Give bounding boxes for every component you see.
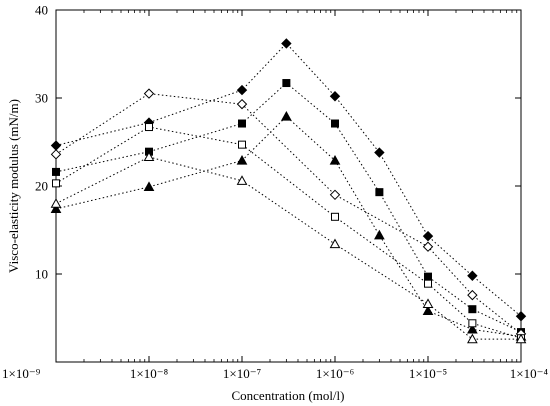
plot-frame	[55, 9, 522, 363]
x-tick-label: 1×10⁻⁷	[223, 366, 261, 381]
data-point-open-square	[424, 279, 432, 288]
x-tick-label: 1×10⁻⁸	[130, 366, 169, 381]
y-tick-label: 20	[35, 179, 48, 194]
y-tick-label: 10	[35, 267, 48, 282]
data-point-filled-diamond	[422, 230, 434, 242]
data-point-open-triangle	[422, 298, 434, 309]
data-point-open-triangle	[329, 238, 341, 249]
data-point-open-diamond	[143, 88, 155, 99]
data-point-open-diamond	[236, 98, 248, 110]
series-line-filled-diamond	[55, 42, 522, 317]
data-point-filled-square	[238, 119, 246, 128]
series-markers	[50, 38, 527, 344]
series-lines	[55, 42, 522, 340]
data-point-filled-square	[468, 305, 477, 314]
y-tick-label: 30	[35, 91, 48, 106]
x-tick-label: 1×10⁻⁴	[510, 366, 549, 381]
data-point-filled-diamond	[467, 270, 478, 281]
data-point-open-triangle	[515, 333, 527, 344]
data-point-open-square	[238, 140, 246, 149]
data-point-open-square	[52, 179, 60, 188]
data-point-filled-diamond	[374, 147, 385, 158]
data-point-filled-triangle	[281, 110, 292, 121]
data-point-filled-diamond	[329, 91, 341, 102]
data-point-filled-square	[375, 188, 384, 197]
x-axis: 1×10⁻⁹ 1×10⁻⁸ 1×10⁻⁷ 1×10⁻⁶ 1×10⁻⁵ 1×10⁻⁴	[2, 10, 548, 381]
data-point-filled-triangle	[143, 181, 155, 191]
x-tick-label: 1×10⁻⁹	[2, 366, 41, 381]
data-point-filled-triangle	[467, 323, 478, 334]
data-point-open-square	[145, 123, 153, 132]
data-point-filled-diamond	[281, 38, 292, 49]
data-point-filled-diamond	[50, 140, 62, 151]
data-point-open-triangle	[467, 333, 478, 344]
data-point-filled-square	[52, 167, 60, 176]
data-point-filled-diamond	[515, 311, 527, 322]
data-point-open-triangle	[50, 198, 62, 208]
data-point-open-square	[331, 212, 339, 221]
y-axis-title: Visco-elasticity modulus (mN/m)	[6, 99, 21, 273]
x-axis-title: Concentration (mol/l)	[231, 388, 344, 403]
data-point-filled-square	[282, 79, 291, 88]
data-point-filled-square	[424, 272, 432, 281]
y-axis: 10 20 30 40	[35, 3, 521, 282]
y-tick-label: 40	[35, 3, 48, 18]
data-point-filled-square	[331, 119, 339, 128]
data-point-open-diamond	[329, 189, 341, 201]
data-point-filled-triangle	[422, 305, 434, 316]
data-point-filled-triangle	[50, 203, 62, 213]
series-line-open-triangle	[55, 156, 521, 340]
data-point-filled-triangle	[329, 154, 341, 165]
x-tick-label: 1×10⁻⁶	[316, 366, 354, 381]
data-point-filled-diamond	[236, 84, 248, 96]
data-point-open-triangle	[236, 175, 248, 185]
data-point-filled-triangle	[236, 154, 248, 165]
series-line-open-diamond	[55, 93, 522, 335]
x-tick-label: 1×10⁻⁵	[409, 366, 447, 381]
data-point-open-square	[468, 319, 477, 328]
data-point-filled-triangle	[374, 229, 385, 240]
data-point-open-diamond	[467, 289, 478, 301]
data-point-open-diamond	[50, 149, 62, 160]
series-line-open-square	[55, 126, 522, 339]
data-point-open-diamond	[422, 241, 434, 252]
data-point-open-triangle	[143, 151, 155, 162]
series-line-filled-triangle	[55, 115, 522, 337]
